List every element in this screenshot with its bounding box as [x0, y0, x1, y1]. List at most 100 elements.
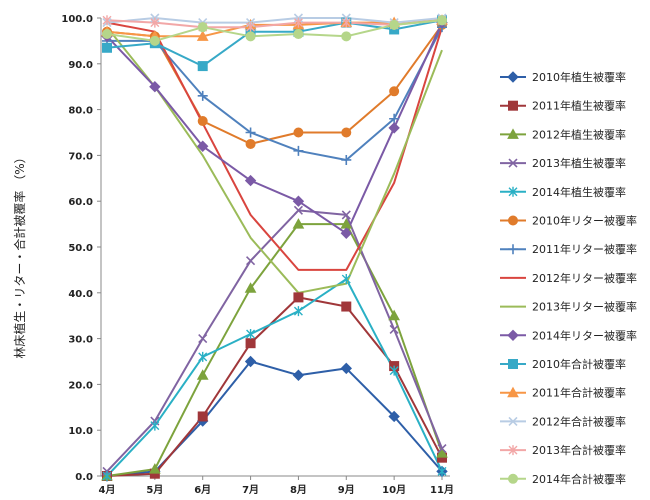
- legend-swatch-marker: [508, 416, 518, 426]
- series-line: [106, 19, 443, 42]
- series-markers: [101, 13, 448, 482]
- data-point: [197, 411, 208, 422]
- data-point: [436, 447, 448, 458]
- series-line: [107, 26, 443, 161]
- data-point: [389, 86, 400, 97]
- data-point: [197, 90, 208, 101]
- data-point: [292, 195, 305, 207]
- legend-swatch-marker: [508, 359, 518, 369]
- legend-item: 2011年植生被覆率: [500, 99, 626, 113]
- data-point: [293, 17, 303, 28]
- data-point: [244, 282, 257, 293]
- x-tick-label: 6月: [194, 484, 211, 496]
- series-line: [106, 278, 443, 477]
- data-point: [389, 324, 399, 335]
- data-point: [246, 22, 256, 33]
- series-line: [106, 19, 443, 68]
- data-point: [341, 31, 352, 42]
- data-point: [246, 256, 256, 266]
- y-tick-label: 40.0: [68, 289, 93, 300]
- data-point: [246, 329, 256, 340]
- legend-item: 2012年植生被覆率: [500, 127, 626, 141]
- legend-label: 2012年リター被覆率: [532, 271, 637, 285]
- y-tick-label: 30.0: [68, 335, 93, 346]
- legend-swatch-marker: [508, 186, 518, 197]
- data-point: [340, 227, 352, 239]
- data-point: [292, 369, 305, 381]
- data-point: [437, 15, 447, 26]
- data-point: [150, 17, 160, 28]
- legend-label: 2010年リター被覆率: [532, 214, 637, 228]
- legend: 2010年植生被覆率 2011年植生被覆率 2012年植生被覆率 2013年植生被覆率…: [500, 70, 637, 486]
- y-tick-label: 90.0: [68, 60, 93, 71]
- legend-swatch-marker: [507, 71, 519, 83]
- series-line: [106, 209, 443, 473]
- data-point: [102, 42, 112, 53]
- data-point: [293, 127, 304, 138]
- y-tick-label: 10.0: [68, 426, 93, 437]
- series-line: [106, 26, 443, 294]
- legend-item: 2011年リター被覆率: [500, 242, 637, 256]
- legend-item: 2010年リター被覆率: [500, 214, 637, 228]
- legend-swatch-marker: [507, 329, 519, 342]
- data-point: [197, 61, 208, 72]
- tick-labels: 0.0 10.0 20.0 30.0 40.0 50.0 60.0 70.0 80.0 90.0 1…: [61, 14, 454, 496]
- data-point: [389, 19, 400, 30]
- data-point: [245, 338, 256, 349]
- legend-item: 2010年合計被覆率: [500, 357, 626, 371]
- data-point: [150, 420, 160, 431]
- legend-item: 2011年合計被覆率: [500, 386, 626, 400]
- data-point: [293, 29, 304, 40]
- data-point: [437, 443, 447, 454]
- legend-label: 2011年合計被覆率: [532, 386, 626, 400]
- x-tick-label: 8月: [290, 484, 307, 496]
- data-point: [341, 154, 352, 165]
- y-tick-label: 60.0: [68, 197, 93, 208]
- data-point: [244, 355, 257, 368]
- data-point: [198, 351, 208, 362]
- y-tick-label: 80.0: [68, 106, 93, 117]
- x-tick-label: 5月: [146, 484, 163, 496]
- data-point: [293, 306, 303, 317]
- series-line: [106, 19, 443, 29]
- legend-label: 2010年植生被覆率: [532, 70, 626, 84]
- legend-label: 2013年リター被覆率: [532, 300, 637, 314]
- series-line: [106, 21, 443, 271]
- x-tick-label: 10月: [382, 484, 406, 496]
- legend-item: 2014年植生被覆率: [500, 185, 626, 199]
- data-point: [102, 15, 112, 26]
- data-point: [341, 17, 351, 28]
- y-tick-label: 0.0: [75, 472, 93, 483]
- legend-item: 2013年合計被覆率: [500, 443, 626, 457]
- legend-label: 2012年植生被覆率: [532, 127, 626, 141]
- legend-item: 2012年合計被覆率: [500, 414, 626, 428]
- data-point: [389, 365, 399, 376]
- data-point: [196, 30, 209, 41]
- series-lines: [106, 17, 443, 477]
- legend-label: 2014年リター被覆率: [532, 328, 637, 342]
- legend-item: 2013年植生被覆率: [500, 156, 626, 170]
- legend-label: 2010年合計被覆率: [532, 357, 626, 371]
- y-tick-label: 50.0: [68, 243, 93, 254]
- data-point: [196, 369, 209, 380]
- data-point: [245, 138, 256, 149]
- data-point: [341, 210, 351, 220]
- legend-item: 2012年リター被覆率: [500, 271, 637, 285]
- data-point: [149, 463, 161, 474]
- data-point: [437, 466, 447, 477]
- legend-swatch-marker: [508, 473, 518, 484]
- legend-item: 2014年合計被覆率: [500, 472, 626, 486]
- legend-label: 2012年合計被覆率: [532, 414, 626, 428]
- data-point: [102, 29, 112, 40]
- legend-swatch-marker: [508, 215, 518, 226]
- legend-swatch-marker: [508, 158, 518, 168]
- legend-swatch-marker: [508, 244, 518, 255]
- data-point: [102, 471, 112, 481]
- data-point: [341, 274, 351, 285]
- legend-label: 2011年植生被覆率: [532, 99, 626, 113]
- legend-item: 2010年植生被覆率: [500, 70, 626, 84]
- data-point: [245, 31, 256, 42]
- series-line: [106, 22, 443, 235]
- data-point: [244, 174, 257, 187]
